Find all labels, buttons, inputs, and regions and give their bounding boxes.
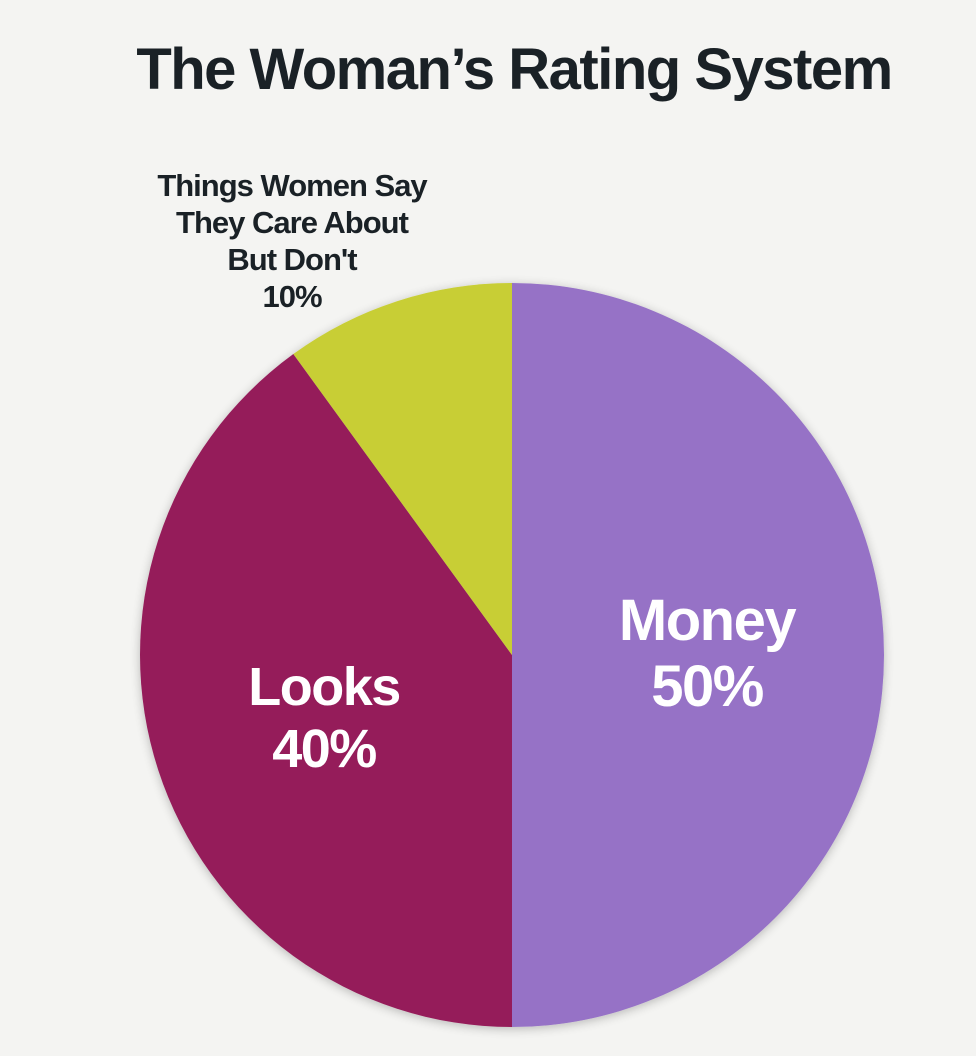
slice-name-label: Looks (248, 657, 400, 717)
pie-labels: Money 50% Looks 40% Things Women Say They Car… (157, 168, 798, 779)
pie-slice-things-women-say-they-ca (293, 283, 512, 655)
chart-title: The Woman’s Rating System (136, 37, 893, 102)
slice-label-things-women-say-they-ca: Things Women Say They Care About But Don't… (157, 168, 428, 314)
slice-name-label: But Don't (227, 242, 357, 277)
slice-value-label: 50% (651, 654, 764, 719)
pie-slice-money (512, 283, 884, 1027)
slice-name-label: They Care About (176, 205, 409, 240)
slice-name-label: Money (619, 588, 796, 653)
slice-label-looks: Looks 40% (248, 657, 400, 779)
slice-name-label: Things Women Say (157, 168, 428, 203)
slice-value-label: 40% (272, 719, 376, 779)
slice-label-money: Money 50% (619, 588, 796, 719)
slice-value-label: 10% (262, 279, 321, 314)
pie-slices (139, 283, 884, 1028)
pie-slice-looks (139, 354, 512, 1028)
